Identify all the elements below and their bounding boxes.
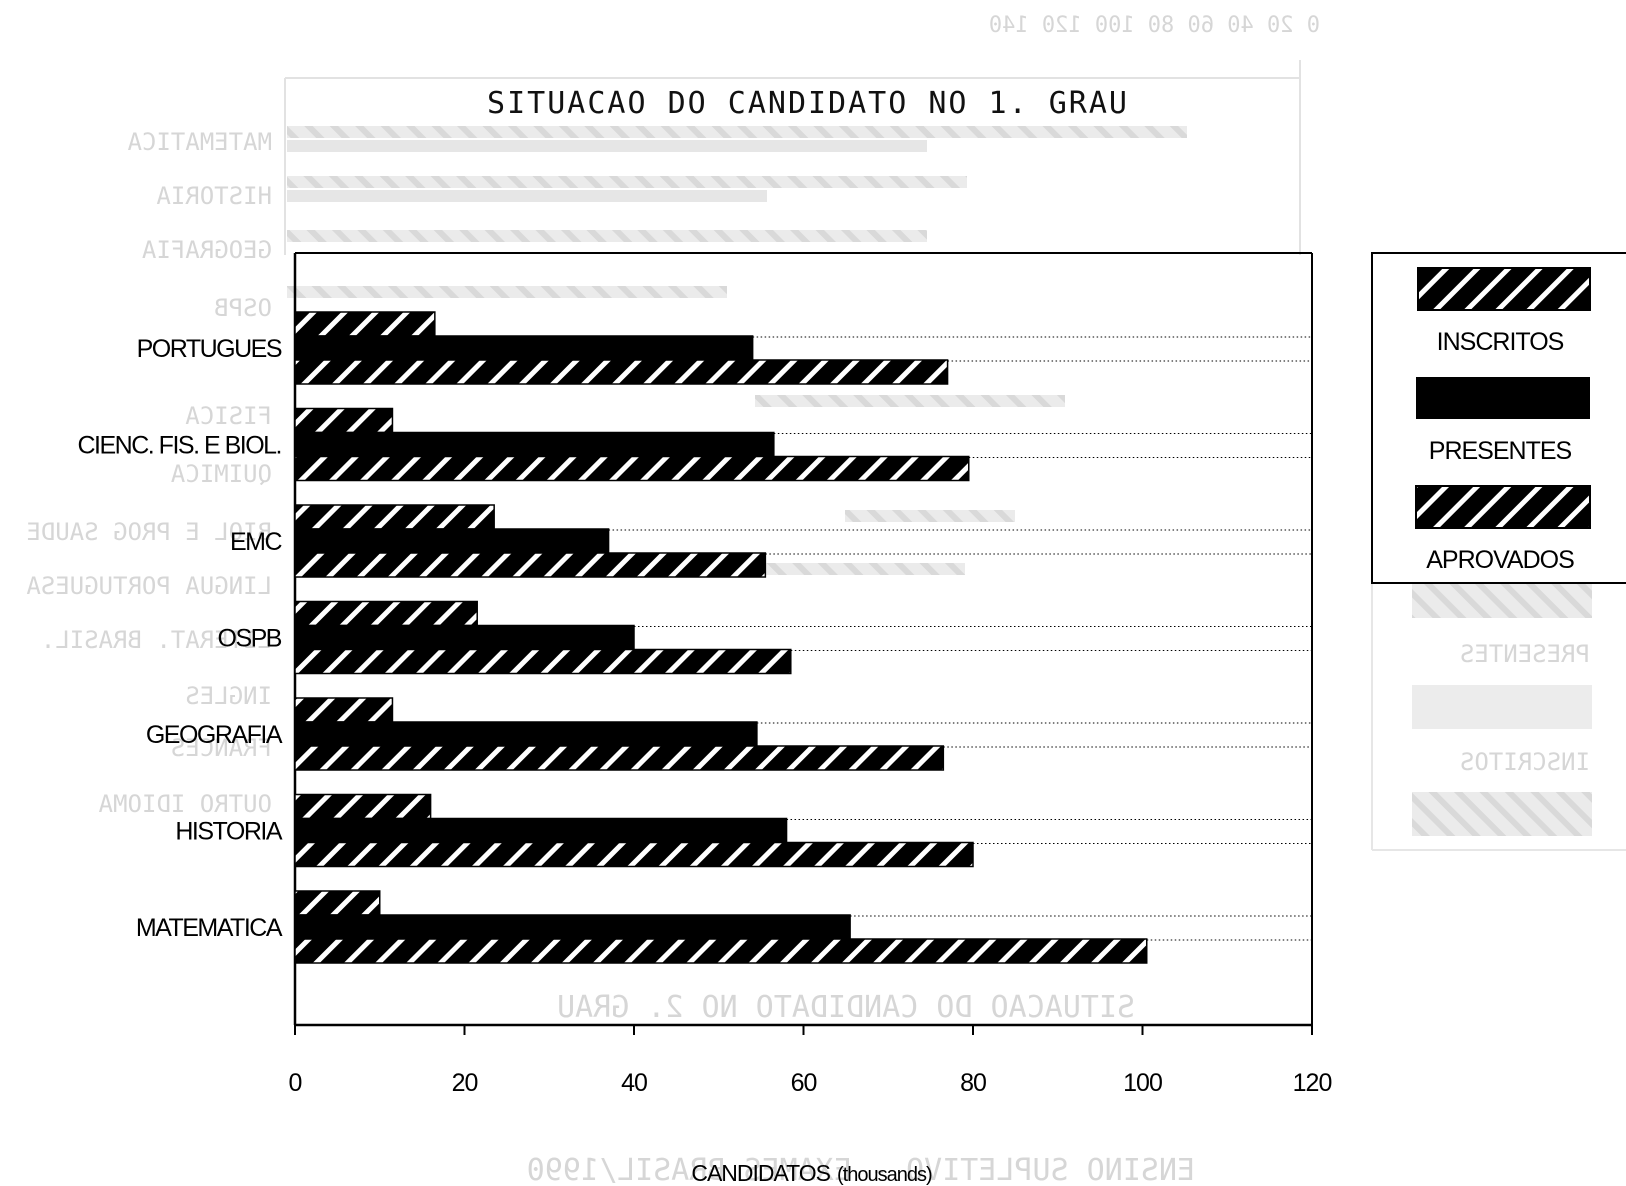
svg-text:BIOL E PROG SAUDE: BIOL E PROG SAUDE <box>26 518 272 546</box>
x-tick-label: 0 <box>289 1069 302 1097</box>
bar-ospb-aprovados <box>294 600 478 627</box>
svg-text:INGLES: INGLES <box>185 682 272 710</box>
bar-portugues-aprovados <box>294 311 436 337</box>
svg-text:FISICA: FISICA <box>185 402 272 430</box>
x-axis-title: CANDIDATOS <box>691 1160 830 1186</box>
svg-text:LITERAT. BRASIL.: LITERAT. BRASIL. <box>41 626 272 654</box>
svg-text:0 20 40 60 80 10: 0 20 40 60 80 100 120 140 <box>989 13 1320 38</box>
bar-geografia-aprovados <box>294 697 394 723</box>
legend-swatch-aprovados <box>1415 485 1591 529</box>
svg-text:ENSINO SUPLETIVO - EXAMES BRAS: ENSINO SUPLETIVO - EXAMES BRASIL/1990 <box>527 1153 1195 1186</box>
bar-portugues-inscritos <box>294 359 949 385</box>
svg-text:GEOGRAFIA: GEOGRAFIA <box>141 236 272 264</box>
svg-text:OSPB: OSPB <box>214 294 272 322</box>
y-axis-labels: PORTUGUES CIENC. FIS. E BIOL. EMC OSPB GEOGR… <box>78 335 285 942</box>
guide-lines <box>608 336 1312 941</box>
bar-cienc-fis-e-biol-presentes <box>294 431 775 458</box>
category-label: OSPB <box>218 625 282 653</box>
chart-title: SITUACAO DO CANDIDATO NO 1. GRAU <box>487 86 1129 121</box>
bar-matematica-presentes <box>294 914 851 940</box>
legend-label-aprovados: APROVADOS <box>1426 546 1574 574</box>
bar-cienc-fis-e-biol-aprovados <box>294 407 394 434</box>
bar-geografia-inscritos <box>294 745 945 771</box>
bar-emc-presentes <box>294 528 610 554</box>
legend-swatch-inscritos <box>1417 267 1591 311</box>
svg-text:HISTORIA: HISTORIA <box>156 182 272 210</box>
svg-text:MATEMATICA: MATEMATICA <box>127 128 272 156</box>
bar-cienc-fis-e-biol-inscritos <box>294 455 970 482</box>
bar-portugues-presentes <box>294 335 754 361</box>
x-tick-label: 120 <box>1293 1069 1332 1097</box>
x-tick-label: 60 <box>791 1069 817 1097</box>
svg-text:INSCRITOS: INSCRITOS <box>1460 748 1590 776</box>
legend-swatch-presentes <box>1416 377 1590 419</box>
category-label: EMC <box>230 528 283 556</box>
bar-matematica-inscritos <box>294 938 1148 964</box>
category-label: GEOGRAFIA <box>146 721 283 749</box>
svg-text:QUIMICA: QUIMICA <box>170 460 272 488</box>
svg-text:SITUACAO DO CANDIDATO NO 2. GR: SITUACAO DO CANDIDATO NO 2. GRAU <box>557 990 1135 1025</box>
category-label: MATEMATICA <box>136 914 283 942</box>
bar-emc-inscritos <box>294 552 767 578</box>
svg-text:PRESENTES: PRESENTES <box>1460 640 1590 668</box>
bar-ospb-inscritos <box>294 648 792 675</box>
x-tick-label: 100 <box>1123 1069 1162 1097</box>
svg-text:OUTRO IDIOMA: OUTRO IDIOMA <box>98 790 272 818</box>
category-label: PORTUGUES <box>137 335 282 363</box>
bars <box>294 311 1148 964</box>
legend-label-inscritos: INSCRITOS <box>1437 328 1564 356</box>
x-tick-label: 80 <box>960 1069 986 1097</box>
legend: INSCRITOS PRESENTES APROVADOS <box>1371 252 1626 584</box>
bar-historia-presentes <box>294 817 788 844</box>
category-label: HISTORIA <box>175 818 282 846</box>
x-axis: 0 20 40 60 80 100 120 <box>289 1025 1332 1097</box>
bar-geografia-presentes <box>294 721 758 747</box>
bar-emc-aprovados <box>294 504 495 530</box>
bar-matematica-aprovados <box>294 890 381 916</box>
svg-text:FRANCES: FRANCES <box>171 734 272 762</box>
svg-text:LINGUA PORTUGUESA: LINGUA PORTUGUESA <box>26 572 272 600</box>
x-tick-label: 20 <box>452 1069 478 1097</box>
x-tick-label: 40 <box>621 1069 647 1097</box>
bar-ospb-presentes <box>294 624 635 651</box>
bleed-through-background: 0 20 40 60 80 100 120 140 MATEMATICA HIS… <box>26 13 1626 1186</box>
bar-historia-inscritos <box>294 841 974 868</box>
legend-label-presentes: PRESENTES <box>1429 437 1572 465</box>
bar-historia-aprovados <box>294 793 432 820</box>
category-label: CIENC. FIS. E BIOL. <box>78 432 282 460</box>
x-axis-unit: (thousands) <box>837 1164 932 1186</box>
